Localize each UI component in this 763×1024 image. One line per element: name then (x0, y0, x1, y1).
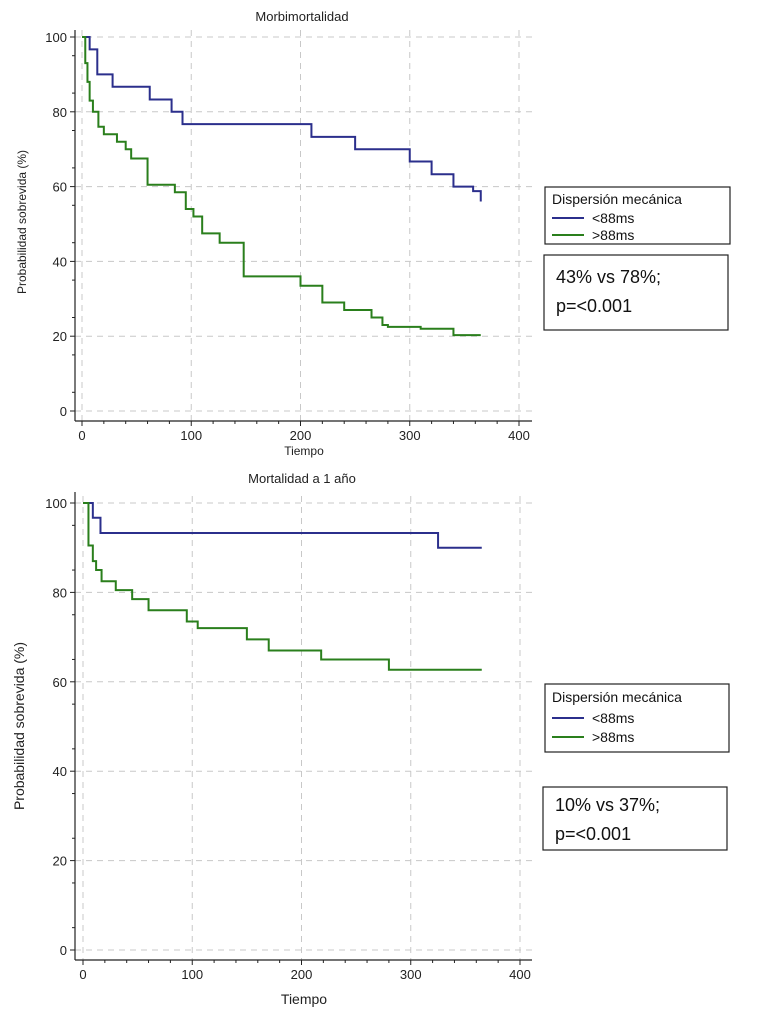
annotation-line-1: 43% vs 78%; (556, 267, 661, 287)
chart-title: Mortalidad a 1 año (248, 471, 356, 486)
y-tick-label: 0 (60, 943, 67, 958)
legend: Dispersión mecánica <88ms >88ms (544, 186, 731, 245)
y-tick-label: 0 (60, 404, 67, 419)
series-line-long (82, 36, 481, 337)
y-tick-label: 40 (53, 254, 67, 269)
series-line-short (82, 36, 482, 202)
legend-label-long: >88ms (592, 227, 634, 243)
grid-lines (75, 30, 532, 421)
y-tick-label: 80 (53, 585, 67, 600)
axis-ticks: 0 20 40 60 80 100 0 100 200 300 400 (45, 496, 531, 982)
x-tick-label: 200 (290, 428, 312, 443)
x-axis-label: Tiempo (284, 444, 324, 458)
annotation-box (542, 786, 728, 851)
y-tick-label: 100 (45, 30, 67, 45)
legend-label-short: <88ms (592, 210, 634, 226)
grid-lines (75, 496, 532, 960)
series-line-short (83, 502, 482, 549)
y-axis-label: Probabilidad sobrevida (%) (11, 642, 27, 810)
annotation: 43% vs 78%; p=<0.001 (543, 254, 729, 331)
x-tick-label: 400 (508, 428, 530, 443)
x-tick-label: 0 (79, 967, 86, 982)
x-tick-label: 300 (399, 428, 421, 443)
legend-title: Dispersión mecánica (552, 191, 682, 207)
chart-title: Morbimortalidad (255, 9, 348, 24)
y-tick-label: 100 (45, 496, 67, 511)
x-tick-label: 100 (181, 967, 203, 982)
series-line-long (83, 502, 482, 671)
annotation-box (543, 254, 729, 331)
chart-mortalidad-1-ano: Mortalidad a 1 año 0 20 40 60 80 100 0 100 200 30… (11, 471, 730, 1007)
legend-label-long: >88ms (592, 729, 634, 745)
y-tick-label: 60 (53, 675, 67, 690)
y-tick-label: 20 (53, 329, 67, 344)
y-tick-label: 60 (53, 180, 67, 195)
y-tick-label: 20 (53, 854, 67, 869)
axis-ticks: 0 20 40 60 80 100 0 100 200 300 400 (45, 30, 530, 443)
annotation-line-2: p=<0.001 (555, 824, 631, 844)
y-tick-label: 40 (53, 764, 67, 779)
y-tick-label: 80 (53, 105, 67, 120)
chart-morbimortalidad: Morbimortalidad 0 20 40 60 80 100 0 100 200 300 40… (15, 9, 731, 458)
x-tick-label: 300 (400, 967, 422, 982)
annotation-line-1: 10% vs 37%; (555, 795, 660, 815)
legend: Dispersión mecánica <88ms >88ms (544, 683, 730, 753)
annotation: 10% vs 37%; p=<0.001 (542, 786, 728, 851)
x-tick-label: 100 (180, 428, 202, 443)
x-tick-label: 0 (78, 428, 85, 443)
series-lines (82, 36, 482, 337)
legend-label-short: <88ms (592, 710, 634, 726)
series-lines (83, 502, 482, 671)
x-tick-label: 400 (509, 967, 531, 982)
x-axis-label: Tiempo (281, 991, 327, 1007)
annotation-line-2: p=<0.001 (556, 296, 632, 316)
legend-title: Dispersión mecánica (552, 689, 682, 705)
x-tick-label: 200 (291, 967, 313, 982)
y-axis-label: Probabilidad sobrevida (%) (15, 150, 29, 294)
